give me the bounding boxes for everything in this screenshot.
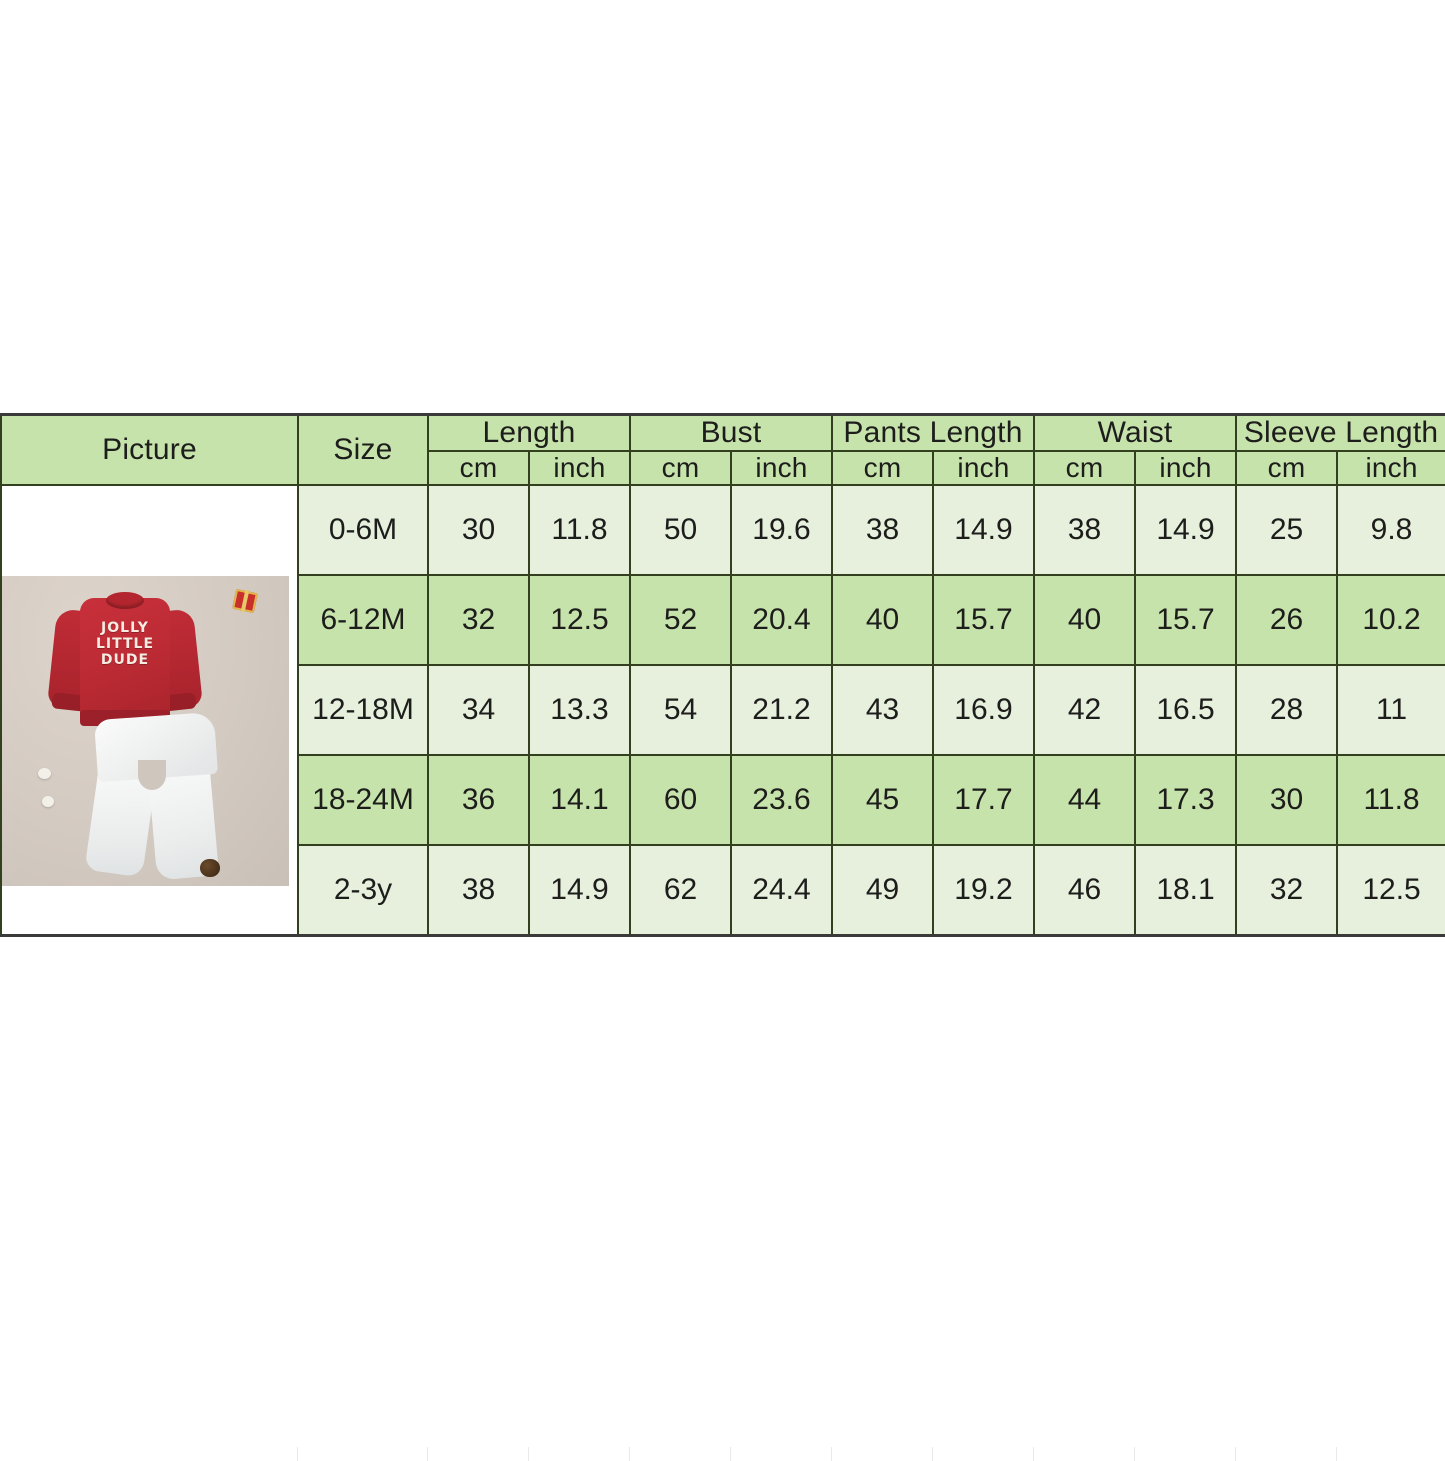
cell-length-in: 14.9 [528,844,631,937]
table-row: 18-24M 36 14.1 60 23.6 45 17.7 44 17.3 3… [1,754,1445,846]
header-unit-sleeve-cm: cm [1235,450,1339,486]
cell-pants-cm: 38 [831,484,934,576]
cell-length-cm: 34 [427,664,530,756]
cell-waist-cm: 46 [1033,844,1136,937]
cell-waist-cm: 38 [1033,484,1136,576]
slogan-line-2: LITTLE [95,636,155,652]
cell-bust-in: 20.4 [730,574,833,666]
header-unit-waist-cm: cm [1033,450,1136,486]
cell-pants-cm: 43 [831,664,934,756]
header-row-groups: Picture Size Length Bust Pants Length Wa… [0,413,1445,486]
cell-size: 6-12M [297,574,429,666]
cell-bust-in: 19.6 [730,484,833,576]
cell-bust-cm: 54 [629,664,732,756]
cell-sleeve-in: 11 [1336,664,1445,756]
cell-bust-in: 21.2 [730,664,833,756]
cell-sleeve-cm: 32 [1235,844,1339,937]
gift-box-prop [232,588,258,614]
product-photo: JOLLY LITTLE DUDE [2,576,289,886]
pants-crotch [138,760,166,790]
cell-length-in: 12.5 [528,574,631,666]
cell-sleeve-cm: 25 [1235,484,1339,576]
table-body: JOLLY LITTLE DUDE [0,484,1445,937]
cell-pants-in: 19.2 [932,844,1035,937]
cell-sleeve-cm: 28 [1235,664,1339,756]
header-picture: Picture [0,413,299,486]
cell-pants-cm: 49 [831,844,934,937]
header-group-pants-length: Pants Length [831,413,1035,452]
cell-sleeve-in: 11.8 [1336,754,1445,846]
cell-size: 0-6M [297,484,429,576]
gridline-stubs [0,1447,1445,1461]
cell-sleeve-in: 9.8 [1336,484,1445,576]
cell-pants-cm: 45 [831,754,934,846]
cell-pants-in: 16.9 [932,664,1035,756]
bead-prop-1 [38,768,51,779]
size-chart-table: Picture Size Length Bust Pants Length Wa… [0,413,1445,937]
table-row: JOLLY LITTLE DUDE [0,484,1445,937]
cell-length-cm: 36 [427,754,530,846]
cell-size: 18-24M [297,754,429,846]
header-group-sleeve-length: Sleeve Length [1235,413,1445,452]
header-unit-bust-inch: inch [730,450,833,486]
cell-size: 12-18M [297,664,429,756]
cell-bust-in: 24.4 [730,844,833,937]
cell-pants-in: 15.7 [932,574,1035,666]
sweatshirt-slogan: JOLLY LITTLE DUDE [84,620,166,668]
header-unit-pants-cm: cm [831,450,934,486]
sweatshirt-collar [106,592,144,609]
table-row: 6-12M 32 12.5 52 20.4 40 15.7 40 15.7 26… [1,574,1445,666]
cell-waist-in: 15.7 [1133,574,1238,666]
cell-length-cm: 32 [427,574,530,666]
header-unit-waist-inch: inch [1133,450,1238,486]
sweatshirt-graphic: JOLLY LITTLE DUDE [46,590,204,730]
cell-waist-in: 14.9 [1133,484,1238,576]
header-unit-pants-inch: inch [932,450,1035,486]
slogan-line-1: JOLLY [101,620,149,636]
cell-bust-cm: 50 [629,484,732,576]
header-group-bust: Bust [629,413,833,452]
header-unit-length-cm: cm [427,450,530,486]
cell-bust-cm: 60 [629,754,732,846]
cell-size: 2-3y [297,844,429,937]
sweatshirt-body [80,598,170,726]
header-group-waist: Waist [1032,413,1238,452]
cell-sleeve-cm: 30 [1235,754,1339,846]
cell-bust-cm: 52 [629,574,732,666]
cell-pants-in: 14.9 [932,484,1035,576]
cell-waist-cm: 40 [1033,574,1136,666]
cell-pants-cm: 40 [831,574,934,666]
header-size: Size [297,413,429,486]
cell-bust-cm: 62 [629,844,732,937]
cell-waist-cm: 44 [1033,754,1136,846]
pants-graphic [84,711,246,881]
size-chart-container: Picture Size Length Bust Pants Length Wa… [0,413,1445,1461]
cell-sleeve-cm: 26 [1235,574,1339,666]
cell-sleeve-in: 12.5 [1336,844,1445,937]
table-row: 2-3y 38 14.9 62 24.4 49 19.2 46 18.1 32 … [1,844,1445,937]
cell-length-in: 14.1 [528,754,631,846]
header-row-units: cm inch cm inch cm inch cm inch cm inch [1,450,1445,486]
cell-length-cm: 30 [427,484,530,576]
cell-waist-cm: 42 [1033,664,1136,756]
header-group-length: Length [427,413,631,452]
table-header: Picture Size Length Bust Pants Length Wa… [0,413,1445,486]
cell-length-cm: 38 [427,844,530,937]
cell-waist-in: 17.3 [1133,754,1238,846]
pinecone-prop [200,859,220,877]
slogan-line-3: DUDE [100,652,150,668]
cell-bust-in: 23.6 [730,754,833,846]
bead-prop-2 [42,796,54,807]
cell-waist-in: 18.1 [1133,844,1238,937]
cell-length-in: 11.8 [528,484,631,576]
cell-sleeve-in: 10.2 [1336,574,1445,666]
product-photo-cell: JOLLY LITTLE DUDE [0,484,299,937]
header-unit-bust-cm: cm [629,450,732,486]
header-unit-sleeve-inch: inch [1336,450,1445,486]
cell-pants-in: 17.7 [932,754,1035,846]
table-row: 12-18M 34 13.3 54 21.2 43 16.9 42 16.5 2… [1,664,1445,756]
cell-length-in: 13.3 [528,664,631,756]
cell-waist-in: 16.5 [1133,664,1238,756]
header-unit-length-inch: inch [528,450,631,486]
